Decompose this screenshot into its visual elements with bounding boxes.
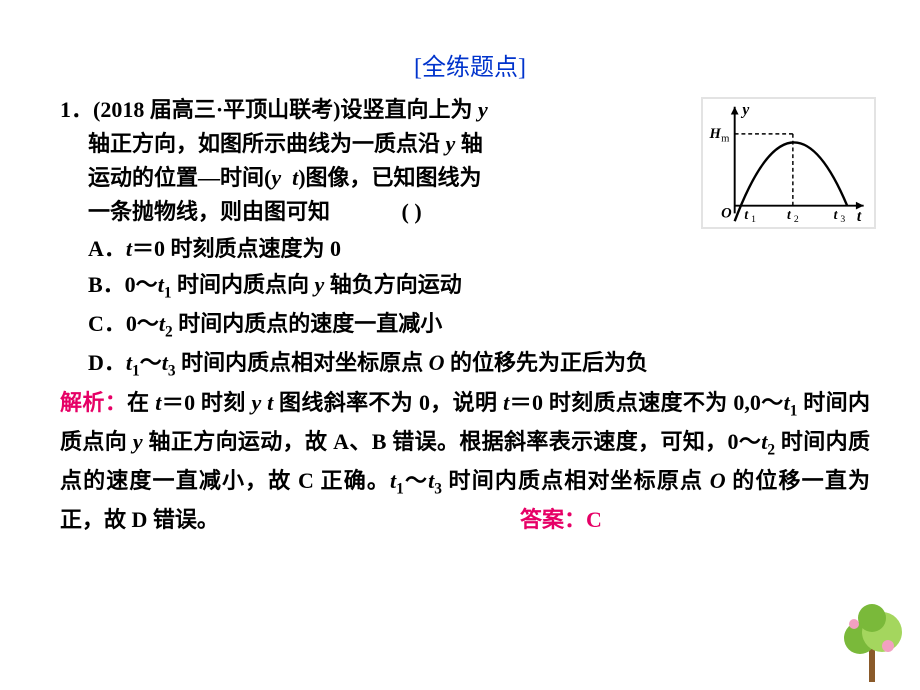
solution-text: 解析：在 t＝0 时刻 y t 图线斜率不为 0，说明 t＝0 时刻质点速度不为… [60, 385, 880, 538]
option-a: A．t＝0 时刻质点速度为 0 [88, 232, 880, 266]
question-stem: y t O H m t 1 t 2 t 3 1．(2018 届高三·平顶山联考)… [60, 93, 880, 229]
tick-t1: t [744, 207, 749, 222]
q-source: (2018 届高三·平顶山联考) [93, 97, 341, 122]
tick-t3-sub: 3 [840, 214, 845, 225]
solution-label: 解析： [60, 390, 127, 415]
stem-2a: 轴正方向，如图所示曲线为一质点沿 [88, 131, 440, 156]
option-d: D．t1～t3 时间内质点相对坐标原点 O 的位移先为正后为负 [88, 346, 880, 383]
origin-label: O [721, 205, 732, 221]
q-number: 1． [60, 97, 93, 122]
axis-y-label: y [740, 102, 749, 119]
yt-graph-figure: y t O H m t 1 t 2 t 3 [701, 97, 876, 229]
hmax-label: H [708, 126, 721, 142]
blank-paren: ( ) [402, 199, 422, 224]
stem-3b: )图像，已知图线为 [298, 165, 481, 190]
tick-t3: t [834, 207, 839, 222]
option-b: B．0～t1 时间内质点向 y 轴负方向运动 [88, 268, 880, 305]
hmax-sub: m [721, 134, 730, 145]
axis-t-label: t [857, 208, 862, 225]
answer: 答案：C [520, 502, 602, 538]
section-title: [全练题点] [60, 50, 880, 87]
stem-1: 设竖直向上为 [341, 97, 473, 122]
tick-t2: t [787, 207, 792, 222]
stem-4: 一条抛物线，则由图可知 [88, 199, 330, 224]
stem-2b: 轴 [461, 131, 483, 156]
option-c: C．0～t2 时间内质点的速度一直减小 [88, 307, 880, 344]
tick-t2-sub: 2 [794, 214, 799, 225]
tick-t1-sub: 1 [751, 214, 756, 225]
stem-3a: 运动的位置—时间( [88, 165, 271, 190]
tree-icon [832, 594, 912, 684]
